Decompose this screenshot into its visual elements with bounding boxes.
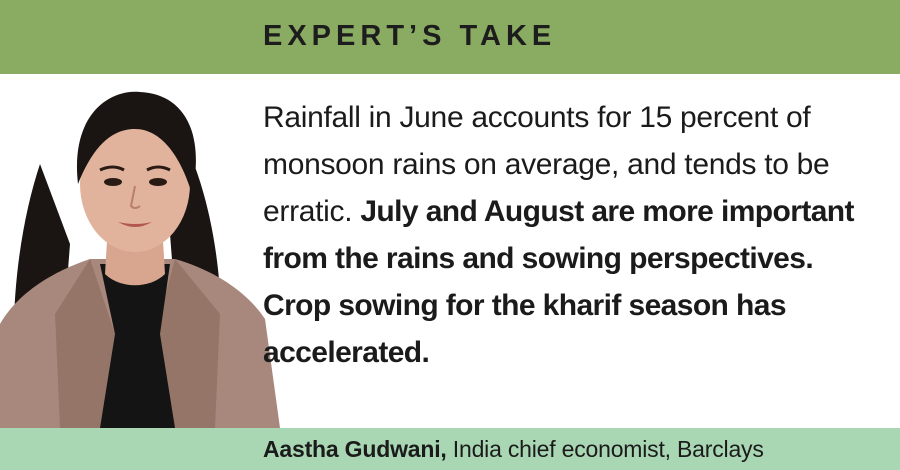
person-photo-icon bbox=[0, 91, 280, 428]
header-band bbox=[0, 0, 900, 74]
footer-band bbox=[0, 428, 900, 470]
attribution: Aastha Gudwani, India chief economist, B… bbox=[263, 436, 764, 463]
expert-name: Aastha Gudwani, bbox=[263, 436, 447, 462]
expert-role: India chief economist, Barclays bbox=[452, 436, 764, 462]
quote-bold-text: July and August are more important from … bbox=[263, 195, 855, 369]
section-title: EXPERT’S TAKE bbox=[263, 20, 557, 52]
expert-portrait bbox=[0, 74, 280, 428]
quote-regular-text: Rainfall in June accounts for 15 percent… bbox=[263, 101, 830, 228]
expert-quote: Rainfall in June accounts for 15 percent… bbox=[263, 94, 883, 376]
